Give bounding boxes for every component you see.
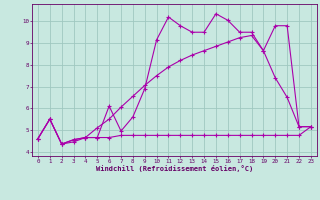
X-axis label: Windchill (Refroidissement éolien,°C): Windchill (Refroidissement éolien,°C) <box>96 165 253 172</box>
